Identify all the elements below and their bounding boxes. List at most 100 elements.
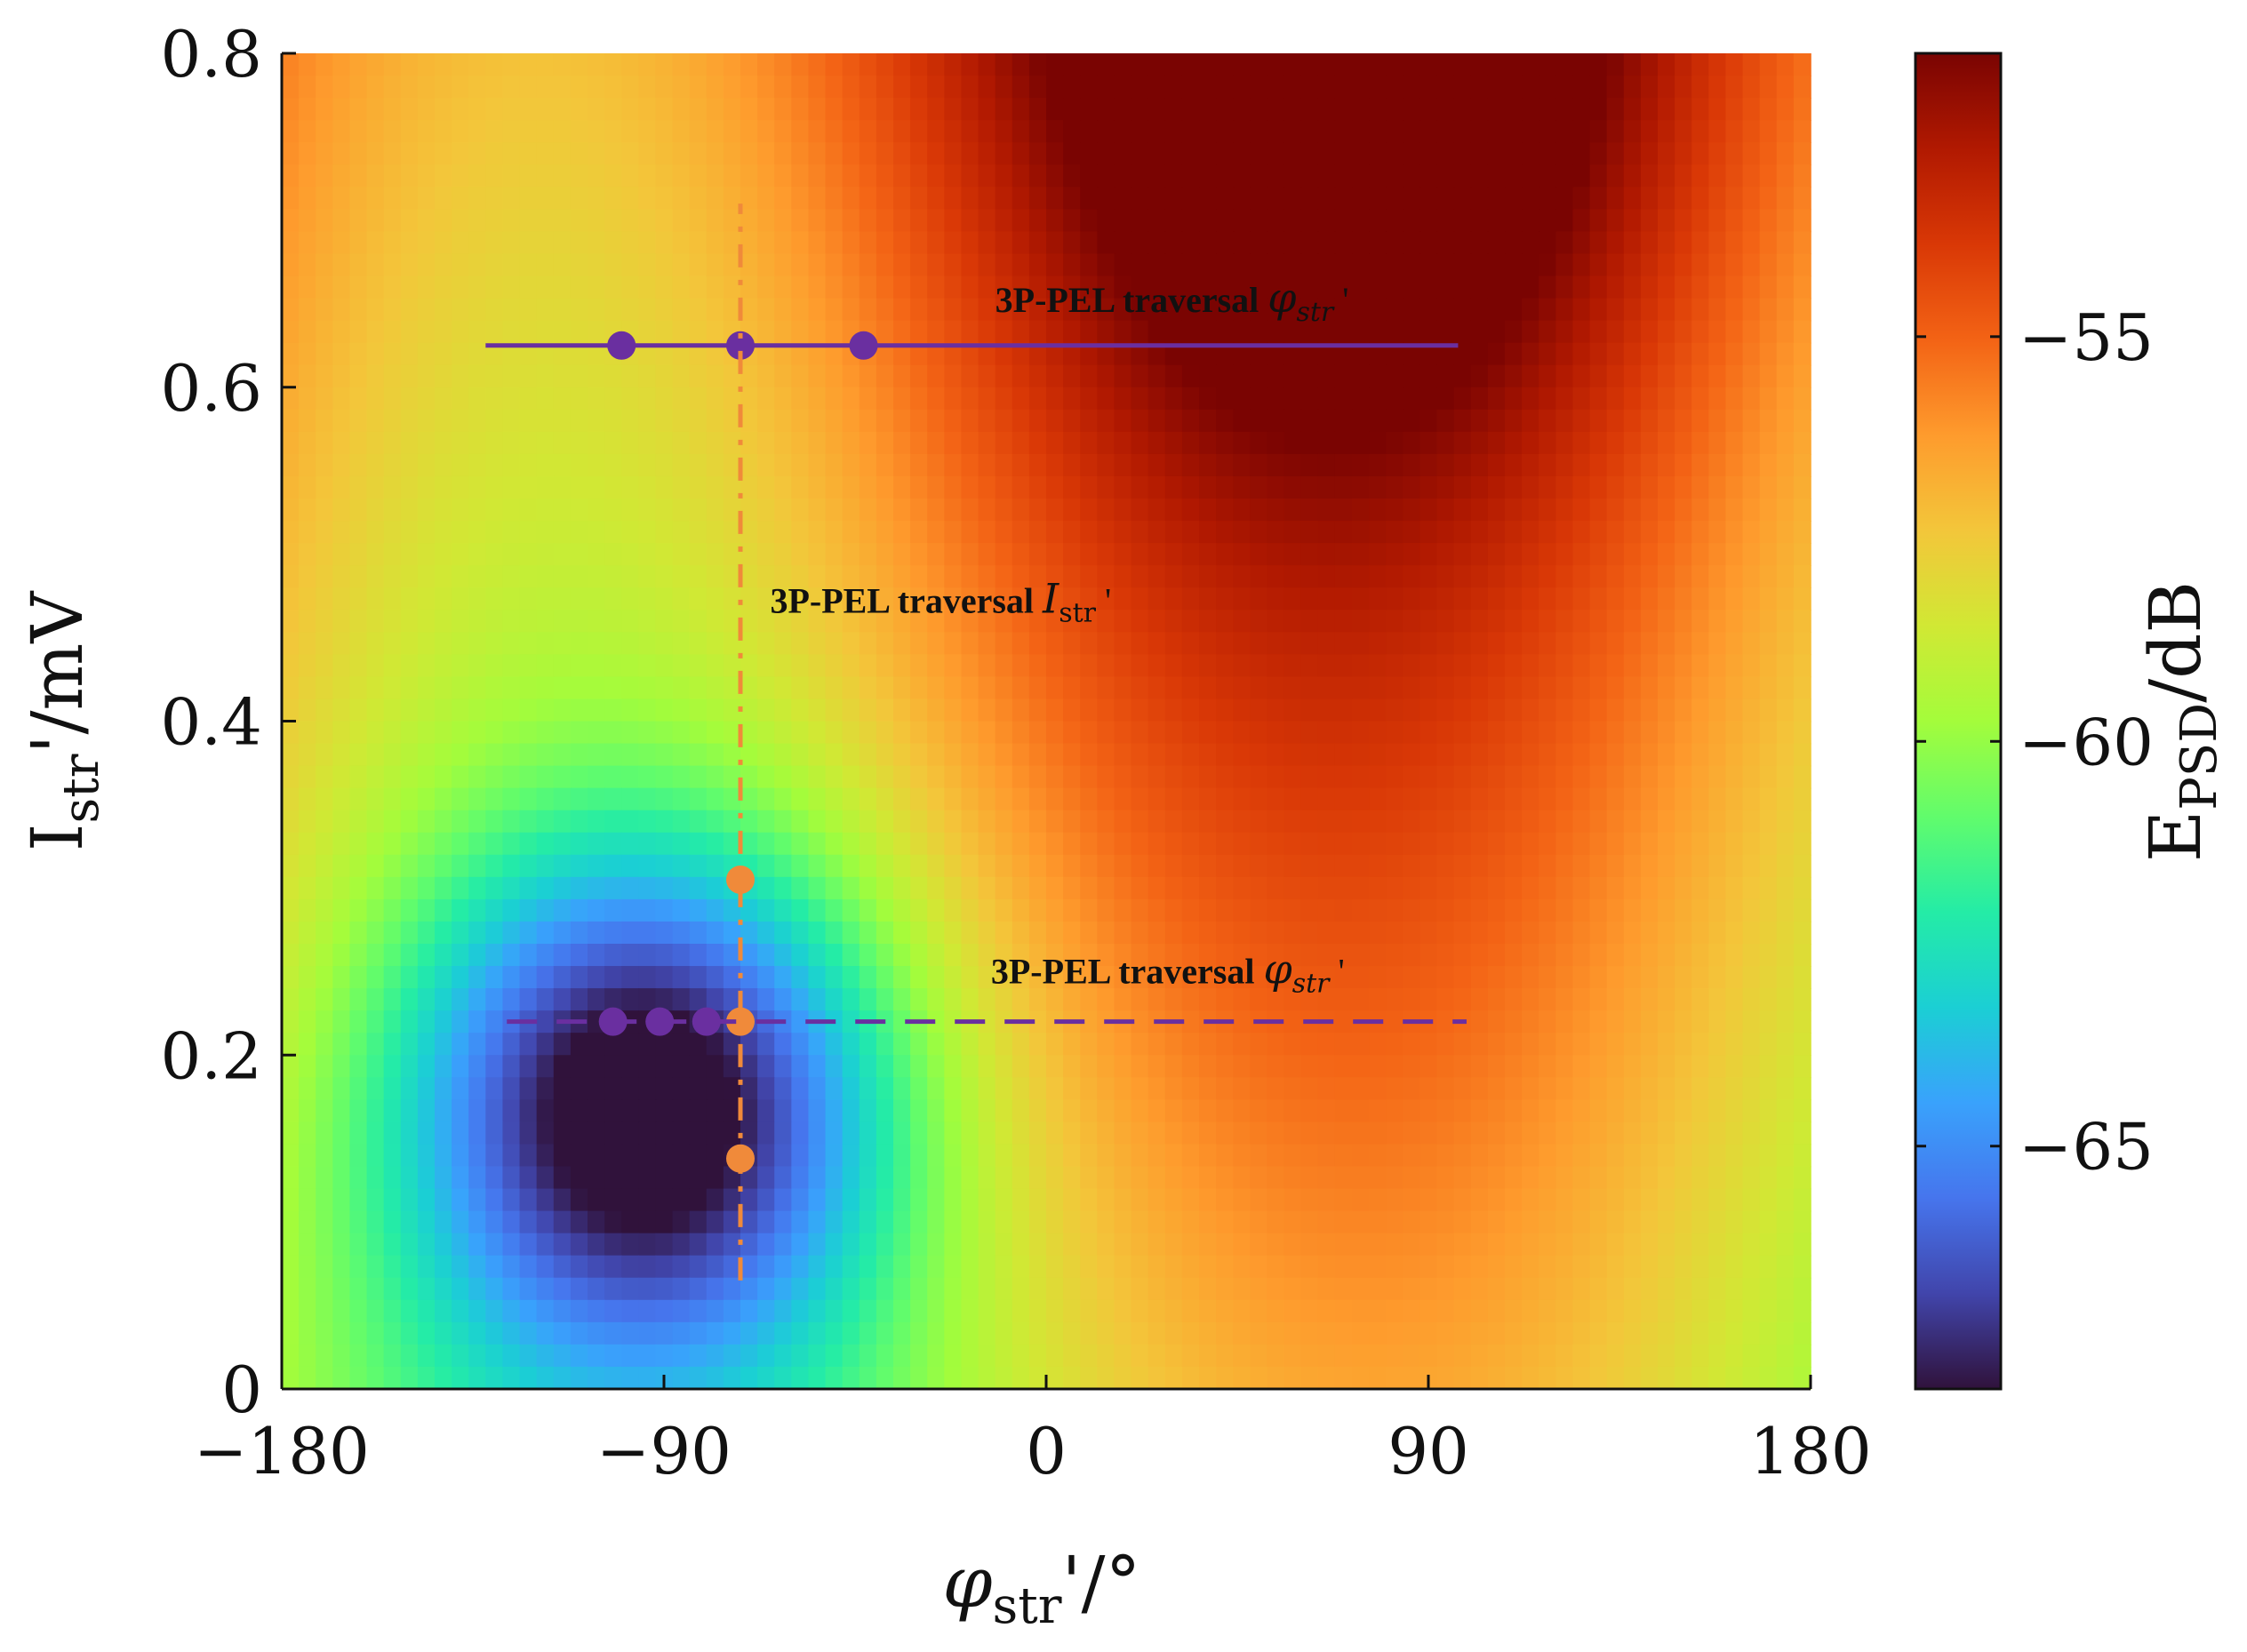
heatmap-cell: [842, 787, 860, 811]
heatmap-cell: [825, 543, 844, 566]
heatmap-cell: [536, 164, 555, 188]
heatmap-cell: [1080, 721, 1099, 745]
heatmap-cell: [655, 298, 674, 322]
heatmap-cell: [1572, 966, 1591, 989]
heatmap-cell: [553, 632, 572, 656]
heatmap-cell: [1028, 854, 1047, 878]
heatmap-cell: [1063, 1277, 1082, 1301]
heatmap-cell: [400, 1210, 419, 1234]
heatmap-cell: [961, 409, 980, 433]
heatmap-cell: [502, 453, 521, 477]
heatmap-cell: [1589, 587, 1608, 611]
heatmap-cell: [1640, 209, 1659, 233]
heatmap-cell: [1147, 187, 1166, 211]
heatmap-cell: [995, 988, 1013, 1011]
heatmap-cell: [570, 98, 588, 121]
heatmap-cell: [1233, 387, 1251, 411]
heatmap-cell: [740, 187, 758, 211]
heatmap-cell: [1097, 1033, 1116, 1057]
heatmap-cell: [1250, 76, 1268, 99]
heatmap-cell: [588, 832, 605, 856]
heatmap-cell: [672, 610, 691, 634]
heatmap-cell: [621, 810, 640, 834]
heatmap-cell: [944, 475, 963, 499]
heatmap-cell: [417, 854, 436, 878]
heatmap-cell: [1369, 832, 1387, 856]
heatmap-cell: [1776, 387, 1795, 411]
heatmap-cell: [1147, 1188, 1166, 1212]
heatmap-cell: [349, 1166, 368, 1190]
heatmap-cell: [1436, 610, 1455, 634]
heatmap-cell: [791, 387, 810, 411]
heatmap-cell: [435, 1033, 452, 1057]
heatmap-cell: [723, 53, 741, 76]
heatmap-cell: [1164, 676, 1183, 700]
heatmap-cell: [1352, 1210, 1370, 1234]
heatmap-cell: [1589, 1188, 1608, 1212]
heatmap-cell: [485, 142, 504, 166]
heatmap-cell: [1759, 253, 1778, 277]
heatmap-cell: [1623, 298, 1642, 322]
heatmap-cell: [893, 1210, 911, 1234]
heatmap-cell: [519, 632, 538, 656]
heatmap-cell: [859, 832, 877, 856]
heatmap-cell: [383, 253, 402, 277]
heatmap-cell: [1233, 1210, 1251, 1234]
heatmap-cell: [893, 1166, 911, 1190]
heatmap-cell: [1300, 231, 1319, 255]
heatmap-cell: [1725, 721, 1744, 745]
heatmap-cell: [1233, 76, 1251, 99]
heatmap-cell: [485, 209, 504, 233]
heatmap-cell: [1725, 253, 1744, 277]
heatmap-cell: [689, 342, 708, 366]
heatmap-cell: [655, 743, 674, 767]
heatmap-cell: [1063, 521, 1082, 544]
heatmap-cell: [927, 1055, 946, 1079]
heatmap-cell: [1300, 721, 1319, 745]
heatmap-cell: [1300, 142, 1319, 166]
heatmap-cell: [1334, 453, 1353, 477]
heatmap-cell: [1691, 743, 1710, 767]
heatmap-cell: [1606, 787, 1625, 811]
heatmap-cell: [1012, 988, 1030, 1011]
heatmap-cell: [995, 521, 1013, 544]
heatmap-cell: [655, 1188, 674, 1212]
heatmap-cell: [859, 1255, 877, 1279]
heatmap-cell: [910, 431, 929, 455]
heatmap-cell: [1470, 787, 1489, 811]
heatmap-cell: [485, 787, 504, 811]
heatmap-cell: [349, 966, 368, 989]
heatmap-cell: [791, 53, 810, 76]
heatmap-cell: [910, 654, 929, 678]
heatmap-cell: [1300, 499, 1319, 522]
heatmap-cell: [417, 721, 436, 745]
heatmap-cell: [1012, 854, 1030, 878]
heatmap-cell: [1742, 721, 1761, 745]
heatmap-cell: [621, 787, 640, 811]
heatmap-cell: [1505, 565, 1523, 588]
heatmap-cell: [757, 765, 776, 789]
heatmap-cell: [452, 409, 470, 433]
heatmap-cell: [485, 543, 504, 566]
heatmap-cell: [1776, 253, 1795, 277]
heatmap-cell: [893, 1010, 911, 1033]
heatmap-cell: [995, 253, 1013, 277]
heatmap-cell: [588, 120, 605, 143]
heatmap-cell: [1403, 966, 1421, 989]
heatmap-cell: [621, 743, 640, 767]
heatmap-cell: [1505, 832, 1523, 856]
heatmap-cell: [978, 1055, 996, 1079]
heatmap-cell: [893, 988, 911, 1011]
heatmap-cell: [366, 944, 385, 967]
heatmap-cell: [1386, 499, 1404, 522]
heatmap-cell: [1589, 521, 1608, 544]
heatmap-cell: [978, 1255, 996, 1279]
heatmap-cell: [1419, 1033, 1438, 1057]
heatmap-cell: [1708, 743, 1727, 767]
heatmap-cell: [1267, 1255, 1285, 1279]
heatmap-cell: [1793, 342, 1811, 366]
heatmap-cell: [519, 1099, 538, 1123]
heatmap-cell: [1419, 53, 1438, 76]
heatmap-cell: [1487, 1255, 1506, 1279]
heatmap-cell: [1097, 231, 1116, 255]
